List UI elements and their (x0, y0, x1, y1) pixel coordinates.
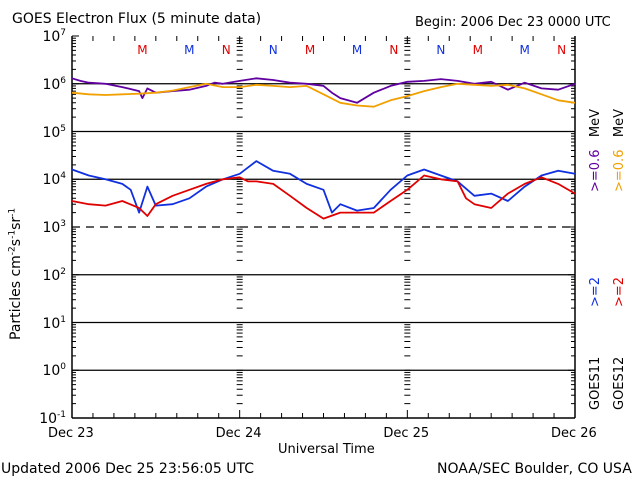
y-tick-exponent: 2 (60, 266, 66, 277)
legend-goes12-satellite: GOES12 (612, 356, 627, 410)
y-tick-base: 10 (42, 315, 61, 332)
begin-time-label: Begin: 2006 Dec 23 0000 UTC (415, 15, 611, 30)
legend-goes11-low-label: >=2 (588, 276, 603, 307)
updated-timestamp: Updated 2006 Dec 25 23:56:05 UTC (1, 461, 255, 477)
legend-goes11-high-label: >=0.6 (588, 149, 603, 192)
y-tick-label: 10-1 (32, 410, 66, 427)
local-time-marker: N (222, 43, 231, 57)
y-tick-exponent: 3 (60, 219, 66, 229)
legend-goes12-low: >=2 (612, 276, 627, 307)
legend-unit: MeV (612, 109, 627, 138)
legend-goes12-name: GOES12 (612, 356, 627, 410)
y-tick-exponent: -1 (57, 410, 66, 420)
y-tick-label: 104 (32, 171, 66, 189)
series-line (71, 82, 576, 108)
series-line (71, 77, 576, 104)
y-tick-label: 106 (32, 75, 66, 93)
y-tick-base: 10 (42, 124, 61, 141)
legend-goes12-high-label: >=0.6 (612, 149, 627, 192)
local-time-marker: M (184, 43, 194, 57)
y-tick-exponent: 1 (60, 314, 66, 325)
local-time-marker: N (557, 43, 566, 57)
y-tick-exponent: 4 (60, 171, 66, 182)
x-tick-label: Dec 26 (551, 426, 597, 441)
series-line (71, 160, 576, 214)
legend-goes11-low: >=2 (588, 276, 603, 307)
local-time-marker: M (473, 43, 483, 57)
local-time-marker: M (305, 43, 315, 57)
y-tick-exponent: 6 (60, 75, 66, 86)
y-tick-label: 107 (32, 28, 66, 45)
x-axis-title: Universal Time (278, 442, 375, 457)
y-tick-base: 10 (42, 363, 61, 380)
y-tick-base: 10 (42, 76, 61, 93)
legend-goes11-satellite: GOES11 (588, 356, 603, 410)
y-tick-base: 10 (42, 172, 61, 189)
local-time-marker: M (352, 43, 362, 57)
y-tick-base: 10 (39, 411, 58, 427)
legend-goes11-high: >=0.6 MeV (588, 109, 603, 192)
y-tick-exponent: 5 (60, 123, 66, 134)
legend-goes11-name: GOES11 (588, 356, 603, 410)
y-tick-label: 102 (32, 266, 66, 284)
series-line (71, 174, 576, 220)
y-tick-label: 100 (32, 362, 66, 380)
y-tick-base: 10 (42, 29, 61, 45)
credit-label: NOAA/SEC Boulder, CO USA (437, 461, 632, 477)
local-time-marker: N (436, 43, 445, 57)
y-tick-label: 103 (32, 219, 66, 236)
legend-unit: MeV (588, 109, 603, 138)
x-tick-label: Dec 23 (48, 426, 94, 441)
local-time-marker: N (269, 43, 278, 57)
y-tick-base: 10 (42, 220, 61, 236)
y-tick-exponent: 0 (60, 362, 66, 373)
y-tick-label: 105 (32, 123, 66, 141)
x-tick-label: Dec 24 (215, 426, 262, 441)
y-tick-label: 101 (32, 314, 66, 332)
local-time-marker: M (520, 43, 530, 57)
x-tick-label: Dec 25 (383, 426, 430, 441)
legend-goes12-high: >=0.6 MeV (612, 109, 627, 192)
local-time-marker: M (137, 43, 147, 57)
y-tick-exponent: 7 (60, 28, 66, 38)
local-time-marker: N (389, 43, 398, 57)
chart-title: GOES Electron Flux (5 minute data) (12, 11, 262, 27)
y-tick-base: 10 (42, 267, 61, 284)
legend-goes12-low-label: >=2 (612, 276, 627, 307)
